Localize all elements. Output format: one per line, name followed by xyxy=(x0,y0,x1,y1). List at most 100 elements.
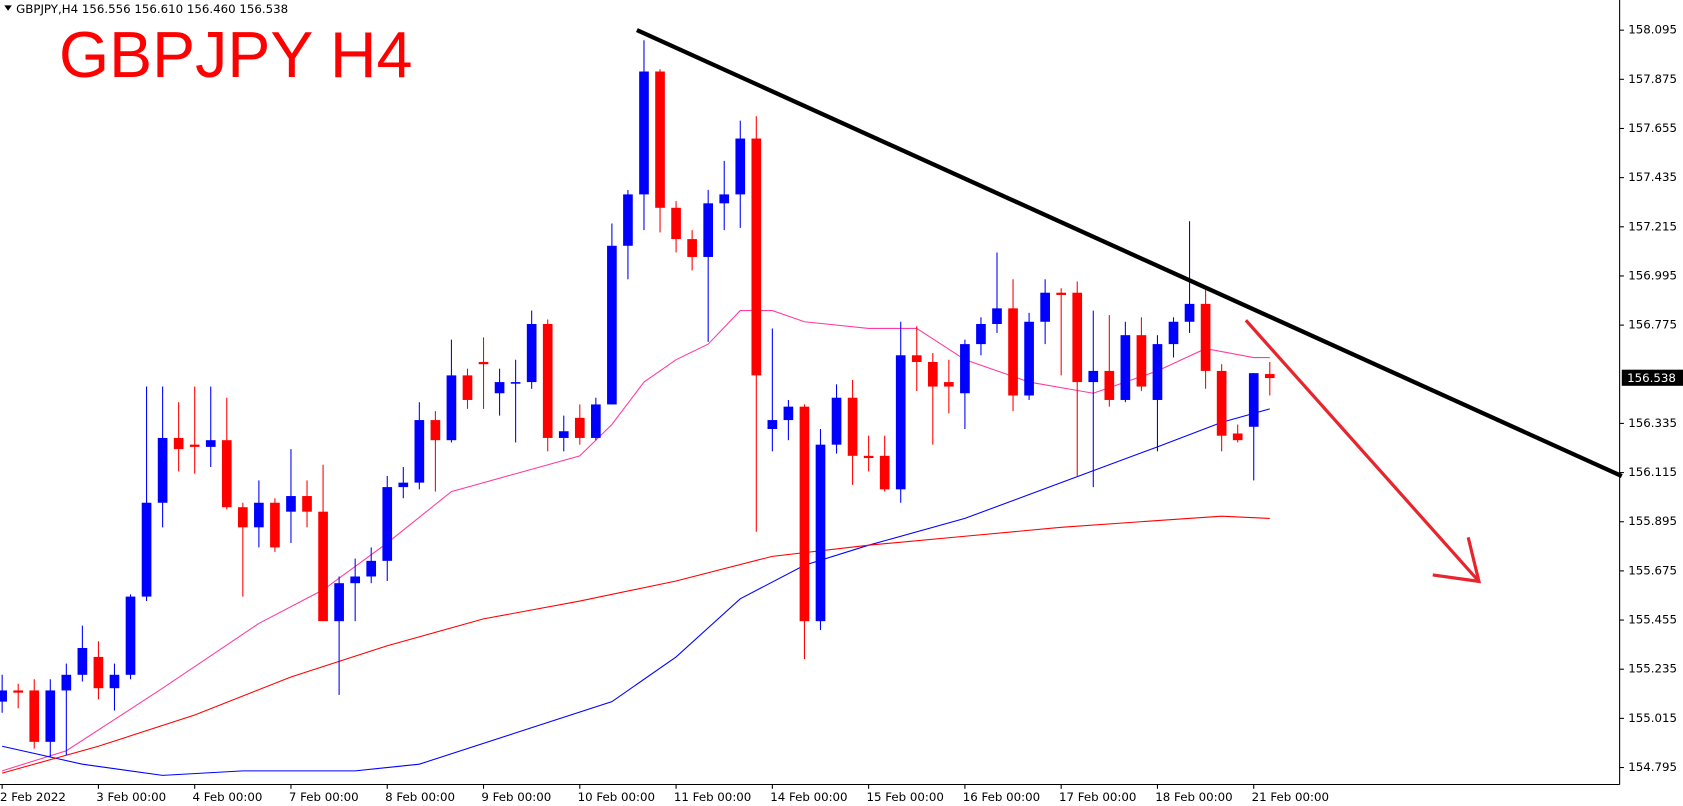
candle-body xyxy=(157,437,168,503)
current-price-label: 156.538 xyxy=(1627,371,1676,385)
candle-body xyxy=(815,444,826,622)
candle-body xyxy=(238,507,248,528)
candle-body xyxy=(366,560,377,577)
x-tick-label: 17 Feb 00:00 xyxy=(1059,790,1136,804)
candle-body xyxy=(0,690,7,702)
chart-title: GBPJPY H4 xyxy=(59,19,412,91)
candle-body xyxy=(1168,321,1179,345)
candle-body xyxy=(302,496,312,512)
candle-body xyxy=(847,397,858,456)
candle-body xyxy=(29,690,40,742)
x-tick-label: 14 Feb 00:00 xyxy=(770,790,847,804)
candle-body xyxy=(735,138,746,195)
candle-body xyxy=(591,404,601,438)
candle-body xyxy=(494,382,505,394)
trend-line xyxy=(636,28,1623,479)
candle-body xyxy=(125,596,136,675)
candle-body xyxy=(1024,321,1034,396)
candle-body xyxy=(623,194,633,246)
moving-average xyxy=(2,515,1270,774)
candle-body xyxy=(430,420,441,441)
current-price-box xyxy=(1621,369,1683,386)
candle-body xyxy=(944,382,954,387)
plot xyxy=(0,40,1275,776)
candle-body xyxy=(478,361,489,365)
y-tick-label: 158.095 xyxy=(1628,23,1677,37)
candle-body xyxy=(318,511,328,622)
candle-body xyxy=(77,647,88,675)
candle-body xyxy=(398,482,409,488)
candle-body xyxy=(286,496,296,512)
candle-body xyxy=(574,417,585,438)
x-tick-label: 7 Feb 00:00 xyxy=(289,790,359,804)
candle-body xyxy=(93,656,104,689)
candle-body xyxy=(976,323,986,345)
candle-body xyxy=(414,420,425,483)
candle-body xyxy=(863,455,874,459)
y-tick-label: 156.775 xyxy=(1628,318,1677,332)
menu-triangle[interactable] xyxy=(4,5,12,11)
x-tick-label: 9 Feb 00:00 xyxy=(481,790,551,804)
candle-body xyxy=(895,355,906,490)
candle-body xyxy=(1216,370,1227,436)
candle-body xyxy=(703,203,714,257)
x-tick-label: 8 Feb 00:00 xyxy=(385,790,455,804)
candle-body xyxy=(462,375,473,400)
candle-body xyxy=(671,207,681,240)
y-tick-label: 157.435 xyxy=(1628,170,1677,184)
candle-body xyxy=(558,431,569,438)
x-tick-label: 4 Feb 00:00 xyxy=(193,790,263,804)
candle-body xyxy=(1184,303,1195,322)
candle-body xyxy=(960,344,970,394)
x-tick-label: 16 Feb 00:00 xyxy=(963,790,1040,804)
candle-body xyxy=(1056,292,1067,295)
candle-body xyxy=(446,375,457,441)
candle-body xyxy=(254,502,264,528)
candle-body xyxy=(350,576,360,584)
candle-body xyxy=(510,382,521,384)
candle-body xyxy=(270,502,280,548)
arrow-head xyxy=(1432,536,1482,584)
y-tick-label: 155.235 xyxy=(1628,662,1677,676)
x-tick-label: 10 Feb 00:00 xyxy=(578,790,655,804)
candle-body xyxy=(1088,370,1099,383)
candle-body xyxy=(189,444,200,447)
candle-body xyxy=(879,455,890,490)
candle-body xyxy=(783,406,794,421)
candle-body xyxy=(1120,335,1131,400)
y-tick-label: 157.875 xyxy=(1628,72,1677,86)
candle-body xyxy=(1264,374,1275,379)
candle-body xyxy=(1152,344,1163,400)
y-tick-label: 155.675 xyxy=(1628,563,1677,577)
y-tick-label: 156.115 xyxy=(1628,465,1677,479)
candle-body xyxy=(719,194,730,204)
chart-header: GBPJPY,H4 156.556 156.610 156.460 156.53… xyxy=(16,2,288,16)
y-tick-label: 156.335 xyxy=(1628,416,1677,430)
y-tick-label: 155.015 xyxy=(1628,711,1677,725)
y-tick-label: 157.215 xyxy=(1628,219,1677,233)
candle-body xyxy=(1200,303,1211,371)
candle-body xyxy=(607,245,617,405)
candle-body xyxy=(1248,373,1259,427)
x-tick-label: 21 Feb 00:00 xyxy=(1252,790,1329,804)
candle-body xyxy=(751,138,762,376)
candle-body xyxy=(141,502,152,597)
x-tick-label: 18 Feb 00:00 xyxy=(1155,790,1232,804)
candle-body xyxy=(799,406,810,622)
candle-body xyxy=(927,361,938,387)
candle-body xyxy=(655,71,665,208)
candle-body xyxy=(205,440,216,447)
candle-body xyxy=(992,308,1002,324)
candle-body xyxy=(542,323,553,438)
x-tick-label: 3 Feb 00:00 xyxy=(96,790,166,804)
y-tick-label: 155.895 xyxy=(1628,514,1677,528)
forecast-arrow xyxy=(1244,319,1482,584)
candle-body xyxy=(767,420,778,430)
y-tick-label: 156.995 xyxy=(1628,268,1677,282)
candle-body xyxy=(61,674,72,691)
candle-body xyxy=(1232,433,1243,441)
arrow-shaft xyxy=(1244,319,1481,583)
candle-body xyxy=(831,397,842,445)
